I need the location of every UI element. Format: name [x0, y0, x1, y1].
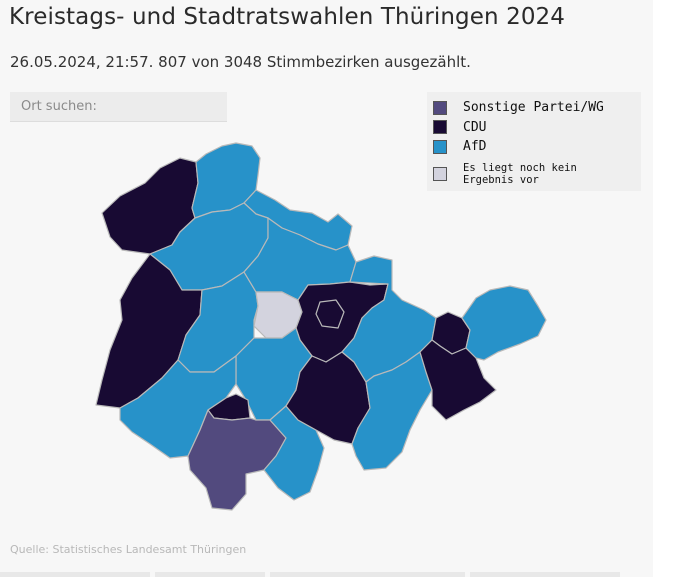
legend-swatch	[433, 166, 447, 181]
count-status: 26.05.2024, 21:57. 807 von 3048 Stimmbez…	[10, 53, 471, 71]
search-input[interactable]	[10, 92, 227, 122]
legend: Sonstige Partei/WG CDU AfD Es liegt noch…	[427, 92, 641, 191]
region-saale-orla-kreis[interactable]	[351, 351, 433, 471]
source-note: Quelle: Statistisches Landesamt Thüringe…	[10, 543, 247, 556]
legend-swatch	[433, 100, 447, 115]
legend-item-no-result: Es liegt noch kein Ergebnis vor	[433, 162, 641, 186]
region-hildburghausen[interactable]	[187, 409, 287, 511]
thuringia-map	[95, 142, 547, 511]
region-altenburger-land[interactable]	[461, 285, 547, 361]
bottom-bar-segment	[470, 572, 620, 577]
legend-label: Sonstige Partei/WG	[463, 100, 604, 116]
legend-swatch	[433, 120, 447, 135]
legend-label: AfD	[463, 139, 487, 155]
map-page: Kreistags- und Stadtratswahlen Thüringen…	[9, 4, 641, 556]
page-title: Kreistags- und Stadtratswahlen Thüringen…	[9, 4, 566, 30]
legend-item-sonstige: Sonstige Partei/WG	[433, 98, 641, 118]
legend-label: CDU	[463, 119, 487, 135]
region-greiz[interactable]	[419, 339, 497, 421]
bottom-bar-segment	[155, 572, 265, 577]
legend-item-cdu: CDU	[433, 118, 641, 138]
legend-item-afd: AfD	[433, 137, 641, 157]
region-weimar[interactable]	[315, 299, 345, 329]
legend-swatch	[433, 139, 447, 154]
bottom-bar-segment	[0, 572, 150, 577]
legend-label: Es liegt noch kein Ergebnis vor	[463, 161, 577, 186]
bottom-bar-segment	[270, 572, 465, 577]
